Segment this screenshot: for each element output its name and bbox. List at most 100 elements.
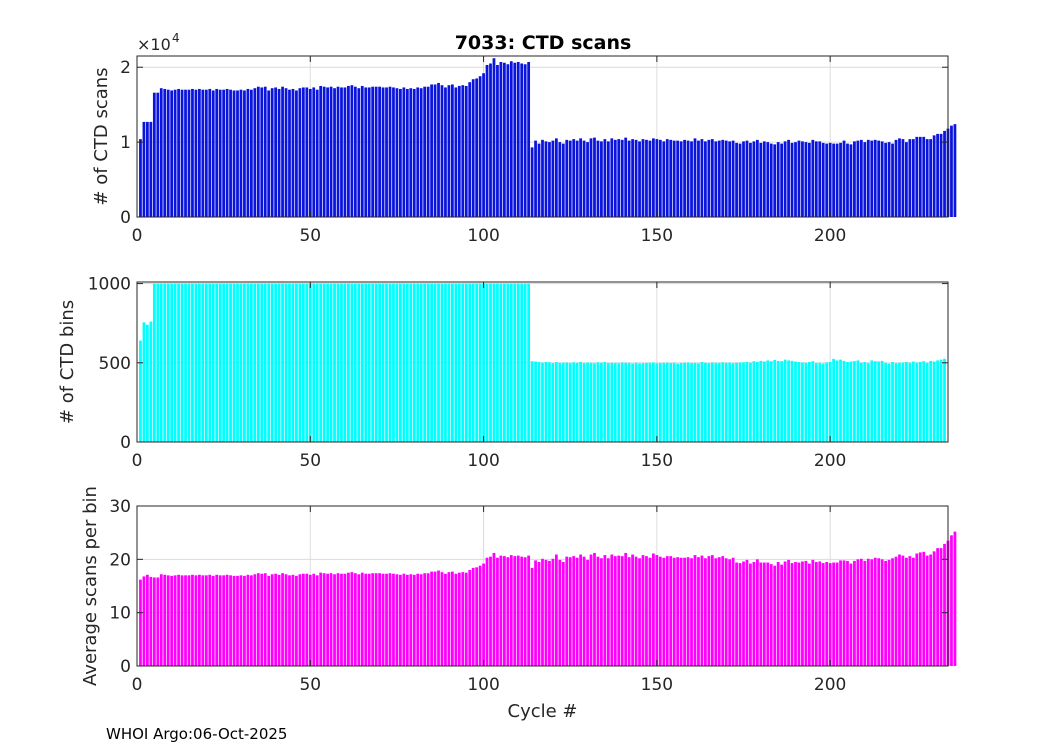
bar bbox=[194, 283, 198, 442]
bar bbox=[201, 283, 205, 442]
bar bbox=[641, 139, 645, 217]
bar bbox=[308, 283, 312, 442]
bar bbox=[548, 560, 551, 666]
bar bbox=[288, 283, 291, 442]
bar bbox=[856, 559, 860, 666]
bar bbox=[340, 87, 343, 217]
bar bbox=[229, 575, 232, 666]
bar bbox=[485, 64, 489, 218]
bar bbox=[593, 552, 596, 666]
bar bbox=[620, 362, 624, 442]
bar bbox=[392, 87, 395, 217]
bar bbox=[256, 86, 260, 217]
bar bbox=[433, 571, 437, 666]
bar bbox=[645, 362, 648, 442]
bar bbox=[402, 87, 406, 217]
bar bbox=[281, 283, 284, 442]
bar bbox=[236, 283, 239, 442]
bar bbox=[364, 87, 368, 217]
bar bbox=[918, 136, 922, 217]
bar bbox=[326, 87, 329, 217]
bar bbox=[905, 142, 908, 217]
bar bbox=[232, 283, 236, 442]
bar bbox=[194, 89, 198, 217]
bar bbox=[322, 86, 326, 217]
bar bbox=[194, 575, 198, 666]
bar bbox=[312, 87, 316, 217]
bar bbox=[825, 143, 829, 217]
bar bbox=[669, 363, 673, 442]
bar bbox=[801, 141, 804, 217]
bar bbox=[683, 139, 686, 217]
bar bbox=[568, 140, 572, 217]
bar bbox=[617, 363, 621, 442]
bar bbox=[347, 85, 350, 217]
bar bbox=[769, 564, 773, 666]
bar bbox=[308, 88, 312, 217]
bar bbox=[142, 576, 146, 666]
y-axis-label: Average scans per bin bbox=[80, 486, 101, 686]
bar bbox=[489, 556, 492, 666]
bar bbox=[139, 579, 142, 666]
bar bbox=[412, 574, 416, 666]
bar bbox=[714, 141, 718, 217]
bar bbox=[253, 88, 257, 217]
bar bbox=[593, 363, 596, 442]
bar bbox=[839, 142, 842, 217]
bar bbox=[534, 361, 537, 442]
bar bbox=[385, 87, 388, 217]
bar bbox=[638, 141, 641, 217]
bar bbox=[163, 574, 167, 666]
bar bbox=[783, 359, 787, 442]
bar bbox=[821, 363, 825, 442]
bar bbox=[288, 89, 291, 217]
bar bbox=[582, 140, 586, 217]
bar bbox=[218, 89, 222, 217]
footer-label: WHOI Argo:06-Oct-2025 bbox=[106, 725, 288, 743]
bar bbox=[461, 85, 465, 217]
bar bbox=[492, 552, 496, 666]
bar bbox=[908, 362, 912, 442]
bar bbox=[159, 283, 163, 442]
x-tick-label: 0 bbox=[132, 451, 143, 471]
bar bbox=[184, 575, 187, 666]
bar bbox=[627, 362, 631, 442]
bar bbox=[152, 92, 156, 217]
bar bbox=[922, 361, 926, 442]
bar bbox=[430, 283, 433, 442]
bar bbox=[430, 571, 433, 666]
chart-panel-1: 0 50 100 150 200 0 1 2 # of CTD scans ×10 4 bbox=[91, 31, 957, 246]
bar bbox=[925, 555, 929, 666]
bar bbox=[537, 562, 541, 666]
bar bbox=[939, 133, 943, 217]
bar bbox=[697, 140, 700, 217]
bar bbox=[648, 362, 652, 442]
bar bbox=[239, 283, 243, 442]
bar bbox=[444, 87, 447, 217]
bar bbox=[405, 283, 409, 442]
y-tick-label: 0 bbox=[120, 433, 131, 453]
bar bbox=[333, 88, 336, 217]
bar bbox=[565, 362, 569, 442]
bar bbox=[797, 562, 801, 666]
bar bbox=[929, 360, 933, 442]
bar bbox=[187, 575, 191, 666]
bar bbox=[818, 561, 822, 666]
bar bbox=[866, 558, 870, 666]
bar bbox=[776, 142, 780, 217]
bar bbox=[523, 283, 527, 442]
bar bbox=[950, 535, 953, 666]
bar bbox=[766, 142, 770, 217]
bar bbox=[839, 560, 842, 666]
bar bbox=[596, 140, 600, 217]
bar bbox=[274, 573, 278, 666]
bar bbox=[814, 363, 818, 442]
bar bbox=[870, 360, 874, 442]
y-axis-label: # of CTD bins bbox=[57, 300, 78, 424]
bar bbox=[905, 557, 908, 666]
bar bbox=[152, 577, 156, 666]
bar bbox=[246, 283, 250, 442]
bar bbox=[853, 560, 856, 666]
bar bbox=[312, 573, 316, 666]
x-tick-label: 100 bbox=[467, 226, 499, 246]
